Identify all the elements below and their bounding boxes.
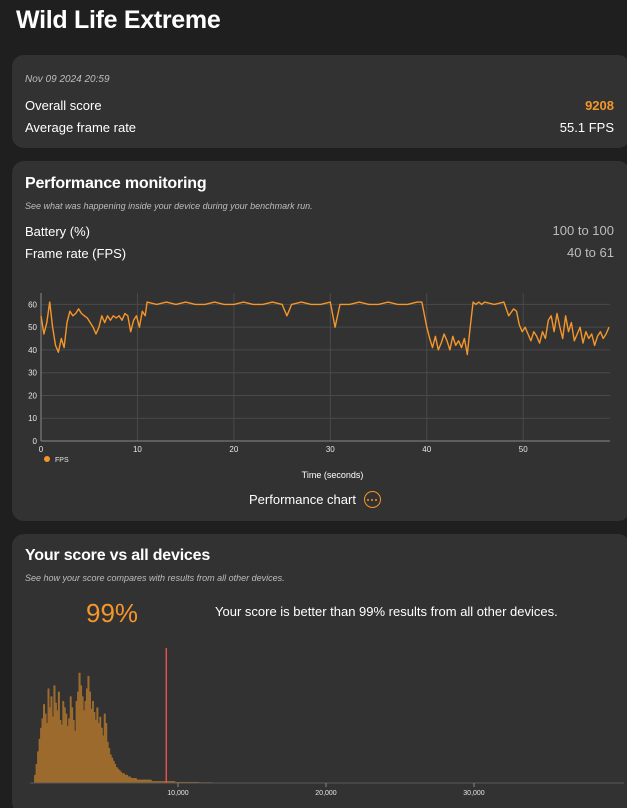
y-tick-label: 60 <box>28 300 37 309</box>
average-fps-value: 55.1 FPS <box>559 120 614 135</box>
overall-score-value: 9208 <box>585 98 614 113</box>
comparison-subtitle: See how your score compares with results… <box>25 573 285 583</box>
average-fps-label: Average frame rate <box>25 120 137 135</box>
framerate-range: 40 to 61 <box>567 245 614 260</box>
more-dots-icon[interactable] <box>363 491 381 508</box>
y-tick-label: 10 <box>28 414 37 423</box>
performance-subtitle: See what was happening inside your devic… <box>25 201 313 211</box>
x-tick-label: 10 <box>133 445 142 454</box>
y-tick-label: 20 <box>28 391 37 400</box>
performance-chart-button[interactable]: Performance chart <box>249 491 381 508</box>
x-tick-label: 40 <box>422 445 431 454</box>
distribution-bars <box>34 672 213 784</box>
summary-card: Nov 09 2024 20:59 Overall score 9208 Ave… <box>12 55 627 148</box>
x-tick-label: 50 <box>519 445 528 454</box>
y-tick-label: 30 <box>28 369 37 378</box>
performance-title: Performance monitoring <box>25 175 207 192</box>
y-tick-label: 0 <box>33 437 38 446</box>
performance-chart-label: Performance chart <box>249 492 356 507</box>
x-tick-label: 30,000 <box>463 790 485 797</box>
x-tick-label: 20 <box>229 445 238 454</box>
comparison-title: Your score vs all devices <box>25 547 211 564</box>
percentile-value: 99% <box>86 598 139 628</box>
legend-fps-swatch <box>44 456 50 462</box>
x-tick-label: 30 <box>326 445 335 454</box>
fps-line-chart: 0 10 20 30 40 50 60 0 10 20 30 40 50 FPS Time (seconds… <box>28 293 610 480</box>
score-distribution-chart: 10,000 20,000 30,000 <box>30 648 624 797</box>
page-title: Wild Life Extreme <box>16 6 221 34</box>
percentile-message: Your score is better than 99% results fr… <box>215 604 558 619</box>
framerate-label: Frame rate (FPS) <box>25 246 127 261</box>
y-tick-label: 50 <box>28 323 37 332</box>
y-tick-label: 40 <box>28 346 37 355</box>
legend-fps-label: FPS <box>55 457 69 464</box>
x-tick-label: 20,000 <box>315 790 337 797</box>
run-date: Nov 09 2024 20:59 <box>25 74 110 85</box>
x-tick-label: 0 <box>39 445 44 454</box>
fps-series-line <box>40 301 610 356</box>
performance-card: Performance monitoring See what was happ… <box>12 161 627 521</box>
battery-label: Battery (%) <box>25 224 91 239</box>
overall-score-label: Overall score <box>25 98 102 113</box>
comparison-card: Your score vs all devices See how your s… <box>12 534 627 808</box>
battery-range: 100 to 100 <box>552 223 614 238</box>
x-axis-title: Time (seconds) <box>302 470 364 480</box>
x-tick-label: 10,000 <box>167 790 189 797</box>
